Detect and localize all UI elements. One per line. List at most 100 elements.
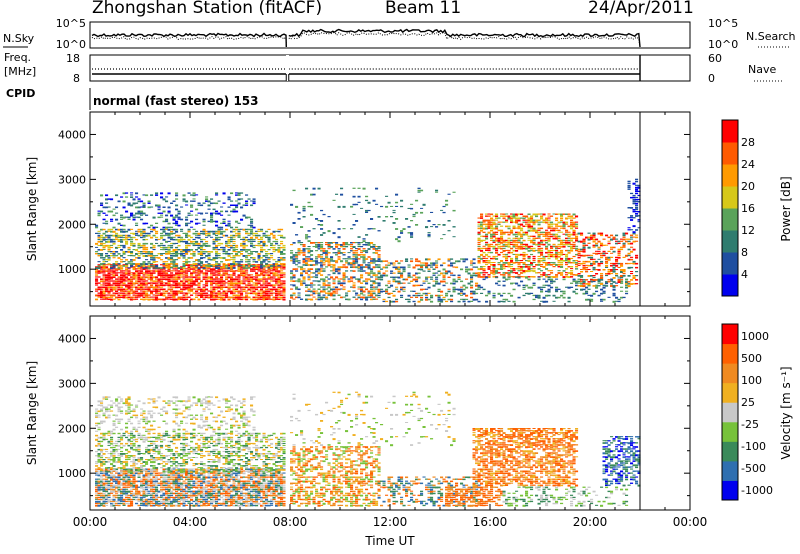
power-cell bbox=[600, 292, 604, 295]
power-cell bbox=[512, 270, 516, 272]
power-cell bbox=[575, 266, 579, 268]
power-cell bbox=[442, 284, 446, 287]
power-cell bbox=[200, 257, 204, 260]
power-cell bbox=[322, 286, 326, 288]
power-cell bbox=[245, 230, 249, 233]
power-cell bbox=[125, 270, 129, 272]
power-cell bbox=[540, 215, 544, 218]
power-cell bbox=[545, 217, 549, 220]
power-cell bbox=[150, 284, 154, 287]
power-cell bbox=[245, 200, 249, 203]
power-cell bbox=[320, 262, 324, 264]
power-cell bbox=[585, 292, 589, 295]
power-cell bbox=[617, 298, 621, 301]
power-cell bbox=[172, 218, 176, 221]
power-cell bbox=[127, 255, 131, 257]
velocity-cell bbox=[112, 480, 116, 483]
power-cell bbox=[255, 251, 259, 253]
power-cell bbox=[127, 284, 131, 287]
power-cell bbox=[212, 249, 216, 251]
power-cell bbox=[195, 265, 199, 267]
power-cell bbox=[337, 268, 341, 271]
power-cell bbox=[352, 266, 356, 268]
power-cell bbox=[162, 292, 166, 294]
power-cell bbox=[357, 280, 361, 283]
power-cell bbox=[197, 282, 201, 285]
power-cell bbox=[242, 276, 246, 278]
power-cell bbox=[200, 280, 204, 283]
power-cell bbox=[352, 254, 356, 256]
power-cell bbox=[612, 262, 616, 265]
power-cell bbox=[377, 276, 381, 279]
power-cell bbox=[295, 268, 299, 270]
power-cell bbox=[615, 269, 619, 271]
power-cell bbox=[510, 241, 514, 243]
power-cell bbox=[197, 236, 201, 239]
power-cell bbox=[102, 280, 106, 282]
velocity-cell bbox=[110, 482, 114, 484]
power-cell bbox=[292, 284, 296, 287]
power-cell bbox=[502, 292, 506, 294]
power-cell bbox=[150, 265, 154, 267]
power-cell bbox=[300, 266, 304, 269]
power-cell bbox=[140, 200, 144, 203]
power-cell bbox=[187, 278, 191, 281]
power-cell bbox=[272, 270, 276, 272]
power-cell bbox=[217, 268, 221, 270]
power-cell bbox=[142, 264, 146, 266]
power-cell bbox=[102, 288, 106, 290]
power-cell bbox=[522, 239, 526, 242]
power-cell bbox=[422, 270, 426, 272]
power-cell bbox=[222, 280, 226, 283]
velocity-cell bbox=[122, 474, 126, 476]
power-cell bbox=[605, 256, 609, 259]
power-cell bbox=[257, 278, 261, 281]
power-cell bbox=[367, 266, 371, 269]
power-cell bbox=[625, 290, 629, 292]
power-cell bbox=[365, 195, 369, 198]
power-cell bbox=[610, 285, 614, 287]
velocity-cell bbox=[97, 482, 101, 484]
power-cell bbox=[407, 274, 411, 277]
power-cell bbox=[507, 225, 511, 227]
power-cell bbox=[325, 288, 329, 290]
power-cell bbox=[130, 278, 134, 281]
power-cell bbox=[367, 228, 371, 230]
power-cell bbox=[167, 284, 171, 287]
power-cell bbox=[120, 240, 124, 243]
power-cell bbox=[130, 255, 134, 257]
power-cell bbox=[357, 244, 361, 246]
power-cell bbox=[290, 270, 294, 272]
velocity-cell bbox=[97, 474, 101, 477]
power-cell bbox=[370, 262, 374, 264]
power-cell bbox=[140, 263, 144, 265]
power-cell bbox=[130, 196, 134, 198]
velocity-cell bbox=[97, 500, 101, 503]
power-cell bbox=[237, 236, 241, 238]
power-cell bbox=[432, 224, 436, 226]
power-cell bbox=[137, 251, 141, 253]
power-cell bbox=[95, 224, 99, 227]
power-cell bbox=[127, 204, 131, 206]
power-cell bbox=[220, 230, 224, 233]
power-cell bbox=[597, 246, 601, 249]
power-cell bbox=[162, 206, 166, 208]
power-cell bbox=[145, 282, 149, 285]
power-cell bbox=[460, 268, 464, 271]
power-cell bbox=[175, 192, 179, 194]
power-cell bbox=[517, 253, 521, 256]
power-cell bbox=[512, 233, 516, 236]
power-cell bbox=[117, 257, 121, 259]
power-cell bbox=[215, 230, 219, 233]
velocity-cell bbox=[95, 492, 99, 494]
power-cell bbox=[582, 250, 586, 253]
power-cell bbox=[222, 296, 226, 299]
power-cell bbox=[542, 257, 546, 260]
power-cell bbox=[637, 211, 641, 213]
power-cell bbox=[307, 201, 311, 204]
power-cell bbox=[220, 274, 224, 276]
power-cell bbox=[100, 286, 104, 288]
power-cell bbox=[630, 196, 634, 199]
power-cell bbox=[492, 270, 496, 272]
power-cell bbox=[335, 242, 339, 244]
